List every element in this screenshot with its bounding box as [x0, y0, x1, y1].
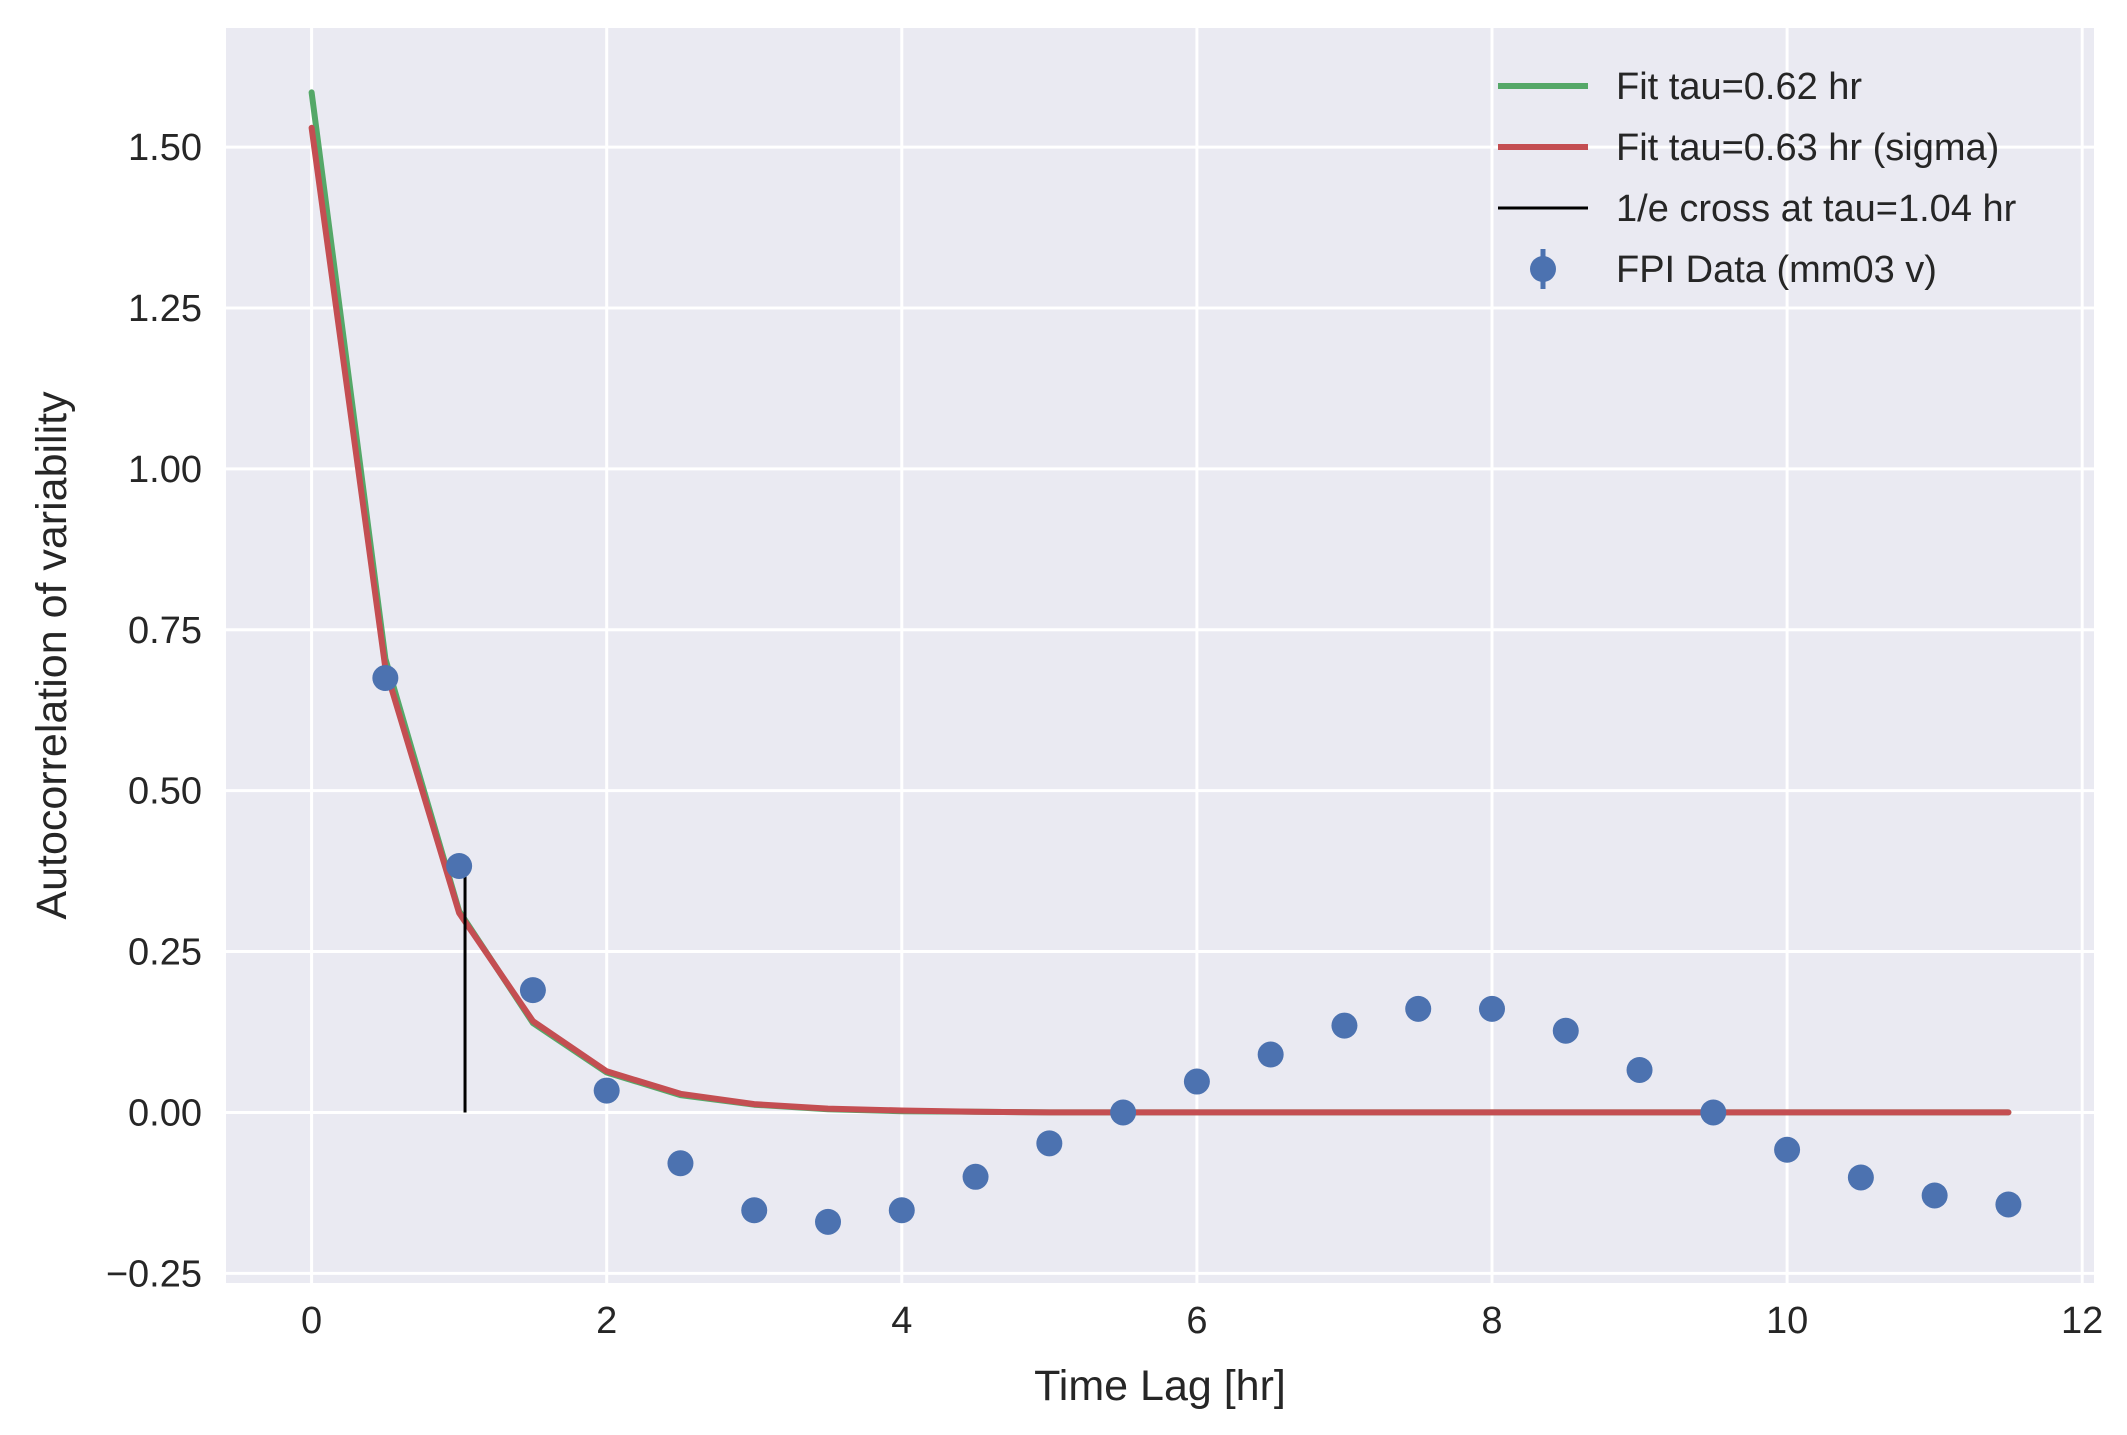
y-tick-label: 0.25	[128, 932, 202, 974]
legend-label: Fit tau=0.63 hr (sigma)	[1616, 127, 1999, 169]
legend-label: 1/e cross at tau=1.04 hr	[1616, 188, 2017, 230]
series-layer	[308, 89, 2022, 1235]
x-tick-label: 8	[1481, 1300, 1502, 1342]
x-tick-label: 10	[1766, 1300, 1808, 1342]
plot-area	[226, 28, 2094, 1283]
data-point	[1847, 1164, 1874, 1191]
grid-lines	[226, 28, 2094, 1283]
y-tick-label: 1.25	[128, 288, 202, 330]
y-tick-label: 0.75	[128, 610, 202, 652]
y-tick-label: 1.50	[128, 127, 202, 169]
legend-entry: Fit tau=0.62 hr	[1498, 66, 1862, 108]
y-tick-label: −0.25	[106, 1253, 202, 1295]
data-point	[446, 852, 473, 879]
data-point	[1921, 1182, 1948, 1209]
x-tick-label: 2	[596, 1300, 617, 1342]
data-point	[962, 1163, 989, 1190]
data-point	[888, 1197, 915, 1224]
y-axis-label: Autocorrelation of variability	[28, 391, 76, 920]
x-tick-label: 0	[301, 1300, 322, 1342]
x-tick-label: 4	[891, 1300, 912, 1342]
legend-swatch	[1530, 256, 1556, 282]
legend: Fit tau=0.62 hr Fit tau=0.63 hr (sigma) 1/…	[1498, 66, 2017, 291]
data-point	[1700, 1099, 1727, 1126]
data-point	[1183, 1068, 1210, 1095]
legend-entry: Fit tau=0.63 hr (sigma)	[1498, 127, 1999, 169]
data-point	[1552, 1017, 1579, 1044]
y-tick-label: 0.50	[128, 771, 202, 813]
data-point	[1331, 1012, 1358, 1039]
data-point	[593, 1077, 620, 1104]
data-point	[1257, 1041, 1284, 1068]
series-fpi-data-mm03-v	[372, 665, 2022, 1235]
data-point	[1774, 1136, 1801, 1163]
data-point	[1478, 995, 1505, 1022]
data-point	[372, 665, 399, 692]
y-tick-label: 0.00	[128, 1092, 202, 1134]
data-point	[519, 977, 546, 1004]
data-point	[1626, 1056, 1653, 1083]
data-point	[741, 1197, 768, 1224]
data-point	[667, 1150, 694, 1177]
data-point	[1110, 1099, 1137, 1126]
data-point	[1995, 1191, 2022, 1218]
data-point	[1405, 995, 1432, 1022]
x-tick-label: 12	[2061, 1300, 2103, 1342]
legend-entry: FPI Data (mm03 v)	[1530, 249, 1937, 291]
legend-entry: 1/e cross at tau=1.04 hr	[1498, 188, 2017, 230]
x-axis-label: Time Lag [hr]	[1034, 1362, 1286, 1410]
x-tick-label: 6	[1186, 1300, 1207, 1342]
tick-labels: 0 2 4 6 8 10 12 −0.25 0.00 0.25 0.50 0.75 1.00 1.25 1.…	[106, 127, 2103, 1342]
legend-label: Fit tau=0.62 hr	[1616, 66, 1862, 108]
data-point	[815, 1208, 842, 1235]
y-tick-label: 1.00	[128, 449, 202, 491]
data-point	[1036, 1130, 1063, 1157]
legend-label: FPI Data (mm03 v)	[1616, 249, 1937, 291]
